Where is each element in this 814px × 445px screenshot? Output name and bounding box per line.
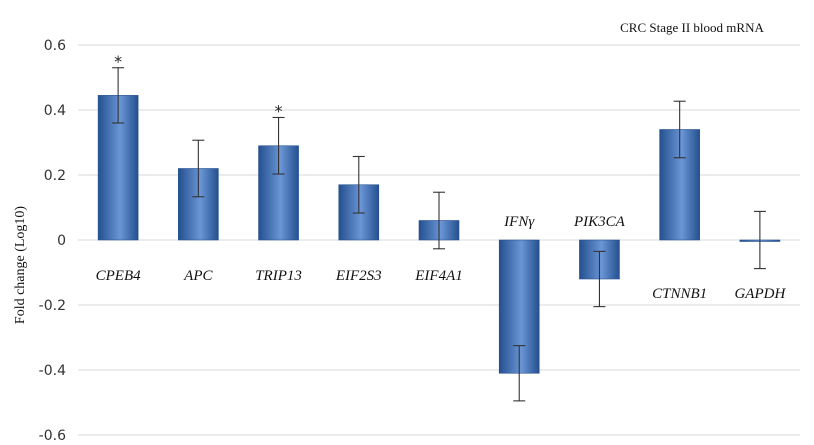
error-bar [753,210,766,270]
error-bar [112,67,125,124]
y-tick-label: 0 [57,233,66,249]
error-bar [433,191,445,250]
error-bar [192,139,205,198]
error-bar [352,155,365,214]
chart-title: CRC Stage II blood mRNA [620,20,764,35]
y-tick-label: -0.6 [39,428,66,444]
category-label: TRIP13 [255,268,302,284]
y-tick-label: -0.2 [39,298,66,314]
category-label: CPEB4 [96,268,141,284]
significance-star: * [114,52,122,71]
category-label: APC [183,268,213,284]
significance-star: * [275,101,283,120]
category-label: PIK3CA [573,214,626,230]
error-bars [112,67,766,402]
category-label: EIF4A1 [414,268,462,284]
y-tick-label: 0.6 [44,38,66,54]
y-tick-label: 0.2 [44,168,66,184]
category-label: EIF2S3 [335,268,382,284]
category-labels: CPEB4 APC TRIP13 EIF2S3 EIF4A1 IFNγ PIK3CA CTNN… [96,214,787,302]
error-bar [513,345,526,402]
y-tick-label: 0.4 [44,103,66,119]
category-label: IFNγ [503,214,535,230]
error-bar [673,100,686,159]
y-axis-label: Fold change (Log10) [13,206,28,325]
error-bar [593,250,606,308]
significance-marks: ** [114,52,282,121]
category-label: CTNNB1 [652,286,707,302]
error-bar [272,116,285,175]
category-label: GAPDH [734,286,786,302]
y-tick-label: -0.4 [39,363,66,379]
y-axis-tick-labels: 0.6 0.4 0.2 0 -0.2 -0.4 -0.6 [39,38,66,444]
